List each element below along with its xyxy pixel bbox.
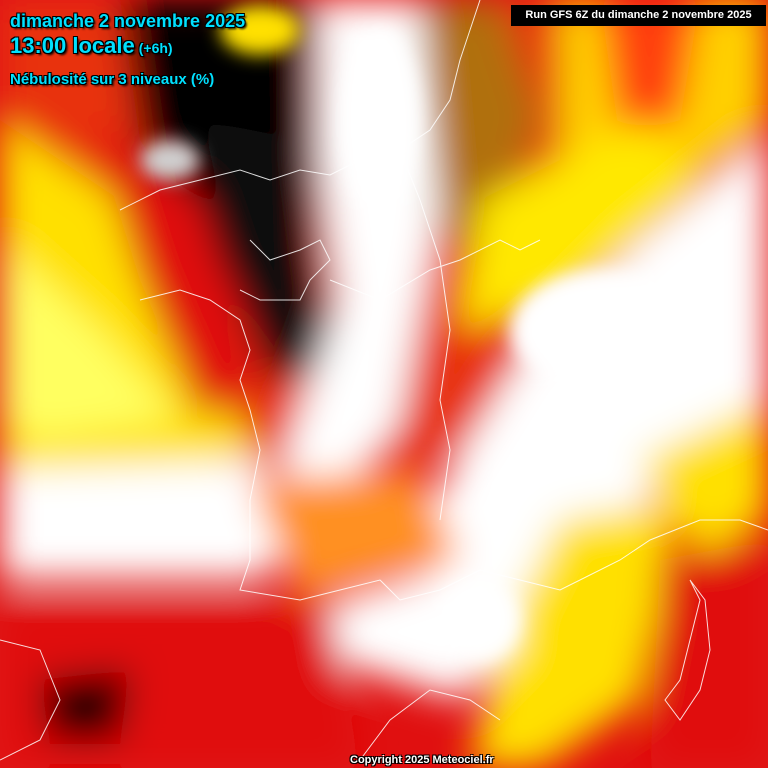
parameter-label: Nébulosité sur 3 niveaux (%) [10,71,215,88]
cloud-details [140,5,690,660]
run-label: Run GFS 6Z du dimanche 2 novembre 2025 [511,5,766,26]
forecast-date: dimanche 2 novembre 2025 [10,11,246,31]
forecast-time: 13:00 locale (+6h) [10,33,173,59]
local-time: 13:00 locale [10,33,135,58]
copyright: Copyright 2025 Meteociel.fr [350,754,494,766]
forecast-offset: (+6h) [138,40,173,56]
